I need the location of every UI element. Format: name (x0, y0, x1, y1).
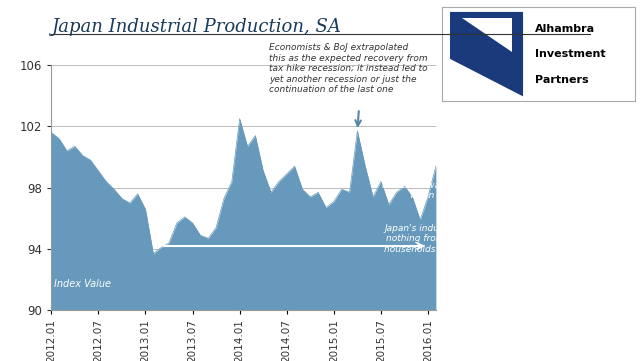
Text: Partners: Partners (535, 75, 588, 85)
Polygon shape (462, 18, 512, 52)
Text: Index Value: Index Value (54, 279, 111, 290)
Polygon shape (462, 62, 512, 90)
Text: Japan's industrial base has gained
nothing from QQE while Japanese
households ha: Japan's industrial base has gained nothi… (384, 224, 539, 254)
Text: Alhambra: Alhambra (535, 24, 595, 34)
Text: QQE: QQE (154, 193, 184, 206)
Polygon shape (450, 12, 523, 96)
Text: Japan Industrial Production, SA: Japan Industrial Production, SA (51, 18, 341, 36)
Text: Feb 2016 was 2% below April 2013
when QQE was started: Feb 2016 was 2% below April 2013 when QQ… (382, 180, 541, 200)
Text: Economists & BoJ extrapolated
this as the expected recovery from
tax hike recess: Economists & BoJ extrapolated this as th… (269, 43, 428, 94)
Text: Investment: Investment (535, 49, 605, 60)
